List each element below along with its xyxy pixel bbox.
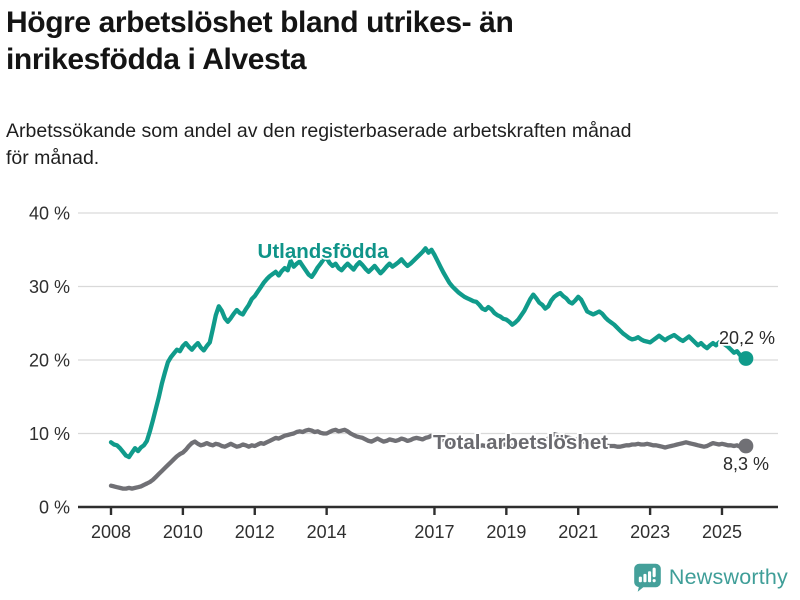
series-label-total-arbetsloshet: Total arbetslöshet	[433, 431, 608, 454]
x-axis-tick-label: 2008	[91, 522, 131, 542]
y-axis-tick-label: 30 %	[29, 277, 70, 297]
brand-name: Newsworthy	[668, 565, 788, 589]
series-label-utlandsfodda: Utlandsfödda	[258, 240, 390, 263]
newsworthy-logo: Newsworthy	[633, 563, 788, 592]
subtitle-line-1: Arbetssökande som andel av den registerb…	[6, 120, 632, 142]
x-axis-tick-label: 2017	[414, 522, 454, 542]
x-axis-tick-label: 2025	[702, 522, 742, 542]
unemployment-line-chart: 0 % 10 % 20 % 30 % 40 % 2008 2010 2012 2014 2017 2…	[29, 204, 778, 542]
x-axis-tick-label: 2012	[235, 522, 275, 542]
y-axis-tick-label: 20 %	[29, 351, 70, 371]
x-axis-tick-label: 2010	[163, 522, 203, 542]
line-chart-area: 0 % 10 % 20 % 30 % 40 % 2008 2010 2012 2014 2017 2…	[0, 192, 800, 552]
x-axis-tick-label: 2021	[558, 522, 598, 542]
series-line-utlandsf-dda	[108, 246, 749, 460]
x-axis-tick-label: 2023	[630, 522, 670, 542]
end-value-label-total: 8,3 %	[723, 454, 769, 474]
title-line-1: Högre arbetslöshet bland utrikes- än	[6, 6, 514, 39]
subtitle-line-2: för månad.	[6, 147, 100, 169]
y-axis-tick-label: 0 %	[39, 498, 70, 518]
page-title: Högre arbetslöshet bland utrikes- än inr…	[6, 4, 786, 78]
end-value-label-utlandsfodda: 20,2 %	[719, 328, 775, 348]
x-axis-tick-label: 2019	[486, 522, 526, 542]
series-end-dot	[738, 438, 754, 454]
chart-subtitle: Arbetssökande som andel av den registerb…	[6, 118, 786, 172]
x-axis-tick-label: 2014	[307, 522, 347, 542]
title-line-2: inrikesfödda i Alvesta	[6, 43, 307, 76]
series-line-total-arbetsl-shet	[108, 427, 749, 491]
y-axis-tick-label: 10 %	[29, 424, 70, 444]
y-axis-tick-label: 40 %	[29, 204, 70, 224]
bar-chart-speech-bubble-icon	[634, 563, 661, 592]
series-end-dot	[738, 351, 754, 366]
